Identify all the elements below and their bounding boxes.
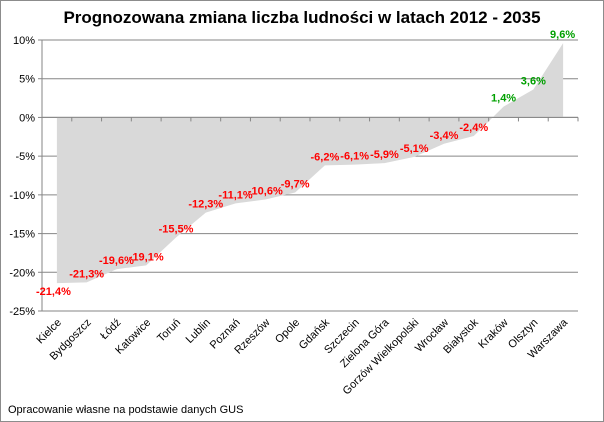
data-label: -6,1% [340,151,369,163]
source-note: Opracowanie własne na podstawie danych G… [8,404,244,416]
y-tick-label: 5% [19,74,35,86]
chart-title: Prognozowana zmiana liczba ludności w la… [63,8,541,27]
data-label: -19,6% [99,255,134,267]
data-label: -19,1% [129,251,164,263]
data-label: -9,7% [281,179,310,191]
area-series [56,43,564,284]
y-tick-label: 10% [13,35,35,47]
x-category-label: Kraków [476,317,510,351]
area-layer [56,43,564,284]
y-tick-label: -25% [9,306,35,318]
data-label: 1,4% [491,93,516,105]
y-tick-label: -5% [15,151,35,163]
y-tick-label: 0% [19,112,35,124]
data-label: -5,1% [400,143,429,155]
data-label: -21,3% [69,268,104,280]
data-label: -21,4% [36,286,71,298]
data-labels: -21,4% -21,3%-19,6%-19,1% -15,5% -12,3%-11,… [36,29,575,298]
data-label: -10,6% [248,186,283,198]
data-label: -12,3% [188,199,223,211]
y-tick-label: -15% [9,229,35,241]
data-label: -5,9% [370,149,399,161]
x-category-label: Toruń [155,317,183,345]
data-label: -6,2% [311,151,340,163]
data-label: -3,4% [430,130,459,142]
data-label: -15,5% [159,223,194,235]
y-axis: 10% 5% 0% -5% -10% -15% -20% -25% [9,35,43,318]
data-label: 3,6% [521,76,546,88]
data-label: 9,6% [550,29,575,41]
y-tick-label: -10% [9,190,35,202]
x-category-label: Łódź [98,317,123,342]
data-label: -2,4% [459,122,488,134]
data-label: -11,1% [218,189,252,201]
y-tick-label: -20% [9,267,35,279]
